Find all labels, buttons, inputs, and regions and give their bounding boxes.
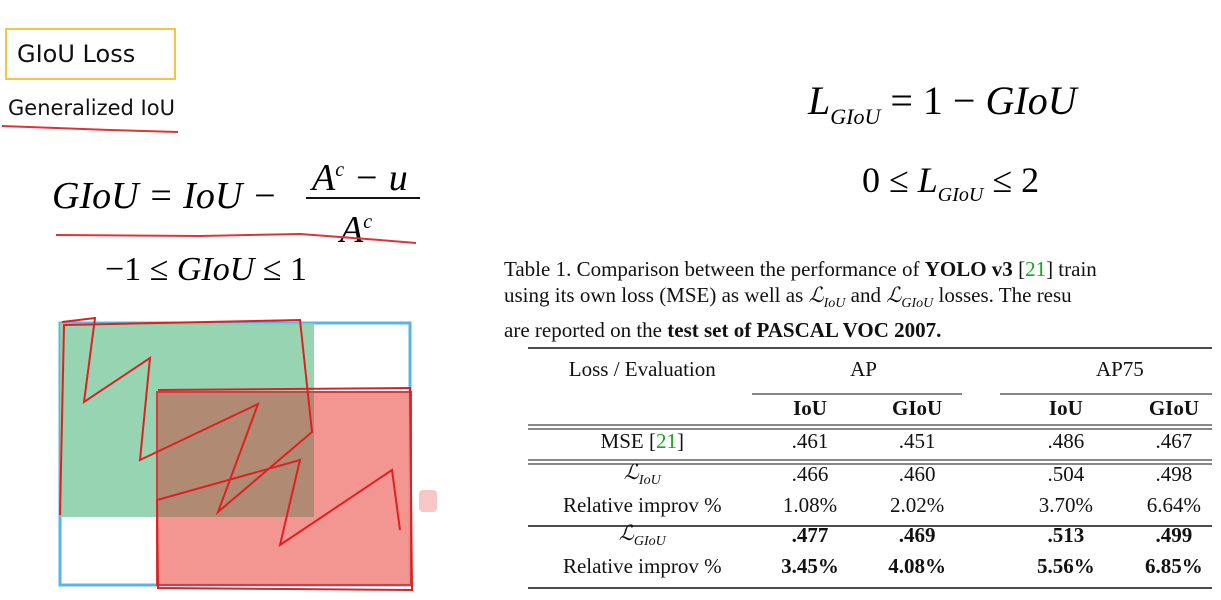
slide-title-box: GIoU Loss <box>5 28 176 80</box>
header-row: Loss / Evaluation AP AP75 <box>528 346 1221 392</box>
cell: .469 <box>898 523 936 547</box>
table-row: ℒGIoU .477 .469 .513 .499 <box>528 520 1221 551</box>
cell: 2.02% <box>889 492 945 517</box>
table-caption: Table 1. Comparison between the performa… <box>504 256 1221 343</box>
cell: .467 <box>1155 429 1193 453</box>
subheader-row: IoU GIoU IoU GIoU <box>528 392 1221 424</box>
subheader-giou: GIoU <box>891 395 943 420</box>
table-row: ℒIoU .466 .460 .504 .498 <box>528 459 1221 490</box>
table-row: Relative improv % 3.45% 4.08% 5.56% 6.85… <box>528 551 1221 581</box>
subheader-iou: IoU <box>1048 395 1083 420</box>
giou-denominator: Ac <box>337 209 372 251</box>
cell: 1.08% <box>782 492 838 517</box>
table-row: MSE [21] .461 .451 .486 .467 <box>528 424 1221 459</box>
cell: 3.70% <box>1038 492 1093 517</box>
cell: 5.56% <box>1036 553 1095 578</box>
cell: .466 <box>791 462 829 486</box>
cell: .504 <box>1047 462 1085 486</box>
loss-range: 0 ≤ LGIoU ≤ 2 <box>862 160 1039 206</box>
cell: .486 <box>1047 429 1085 453</box>
header-loss: Loss / Evaluation <box>568 356 716 381</box>
row-label: Relative improv % <box>562 553 722 578</box>
scribble-green <box>59 316 314 516</box>
caption-line-1: Table 1. Comparison between the performa… <box>504 257 1097 281</box>
subheader-giou: GIoU <box>1148 395 1200 420</box>
cell: .461 <box>791 429 829 453</box>
caption-line-3: are reported on the test set of PASCAL V… <box>504 318 942 343</box>
giou-range: −1 ≤ GIoU ≤ 1 <box>105 251 307 288</box>
row-label: ℒGIoU <box>618 520 666 550</box>
subtitle-underline <box>1 125 179 133</box>
cell: .513 <box>1047 523 1085 547</box>
row-label: ℒIoU <box>623 459 661 489</box>
table-row: Relative improv % 1.08% 2.02% 3.70% 6.64… <box>528 490 1221 520</box>
red-handle <box>419 490 437 512</box>
loss-formula: LGIoU = 1 − GIoU 0 ≤ LGIoU ≤ 2 <box>807 78 1080 206</box>
cell: .460 <box>898 462 936 486</box>
caption-line-2: using its own loss (MSE) as well as ℒIoU… <box>504 283 1072 312</box>
cell: .451 <box>898 429 936 453</box>
giou-numerator: Ac − u <box>309 157 408 199</box>
row-label: Relative improv % <box>562 492 722 517</box>
subheader-iou: IoU <box>793 395 827 420</box>
table-rules <box>528 347 1212 589</box>
iou-box-diagram <box>58 316 437 592</box>
giou-lhs: GIoU = IoU − <box>52 175 277 217</box>
header-ap: AP <box>850 356 877 381</box>
giou-formula: GIoU = IoU − Ac − u Ac −1 ≤ GIoU ≤ 1 <box>52 157 420 288</box>
cell: 4.08% <box>888 553 946 578</box>
cell: 3.45% <box>781 553 839 578</box>
scribble-red <box>155 386 414 592</box>
loss-def: LGIoU = 1 − GIoU <box>807 78 1080 129</box>
cell: .499 <box>1155 523 1193 547</box>
cell: .498 <box>1155 462 1193 486</box>
slide-title: GIoU Loss <box>17 40 136 68</box>
formula-underline <box>55 232 417 244</box>
cell: 6.85% <box>1145 553 1203 578</box>
slide-subtitle: Generalized IoU <box>8 96 175 120</box>
cell: 6.64% <box>1146 492 1202 517</box>
row-label: MSE [21] <box>600 429 684 453</box>
cell: .477 <box>791 523 829 547</box>
header-ap75: AP75 <box>1095 356 1144 381</box>
results-table: Loss / Evaluation AP AP75 IoU GIoU IoU G… <box>528 346 1221 581</box>
